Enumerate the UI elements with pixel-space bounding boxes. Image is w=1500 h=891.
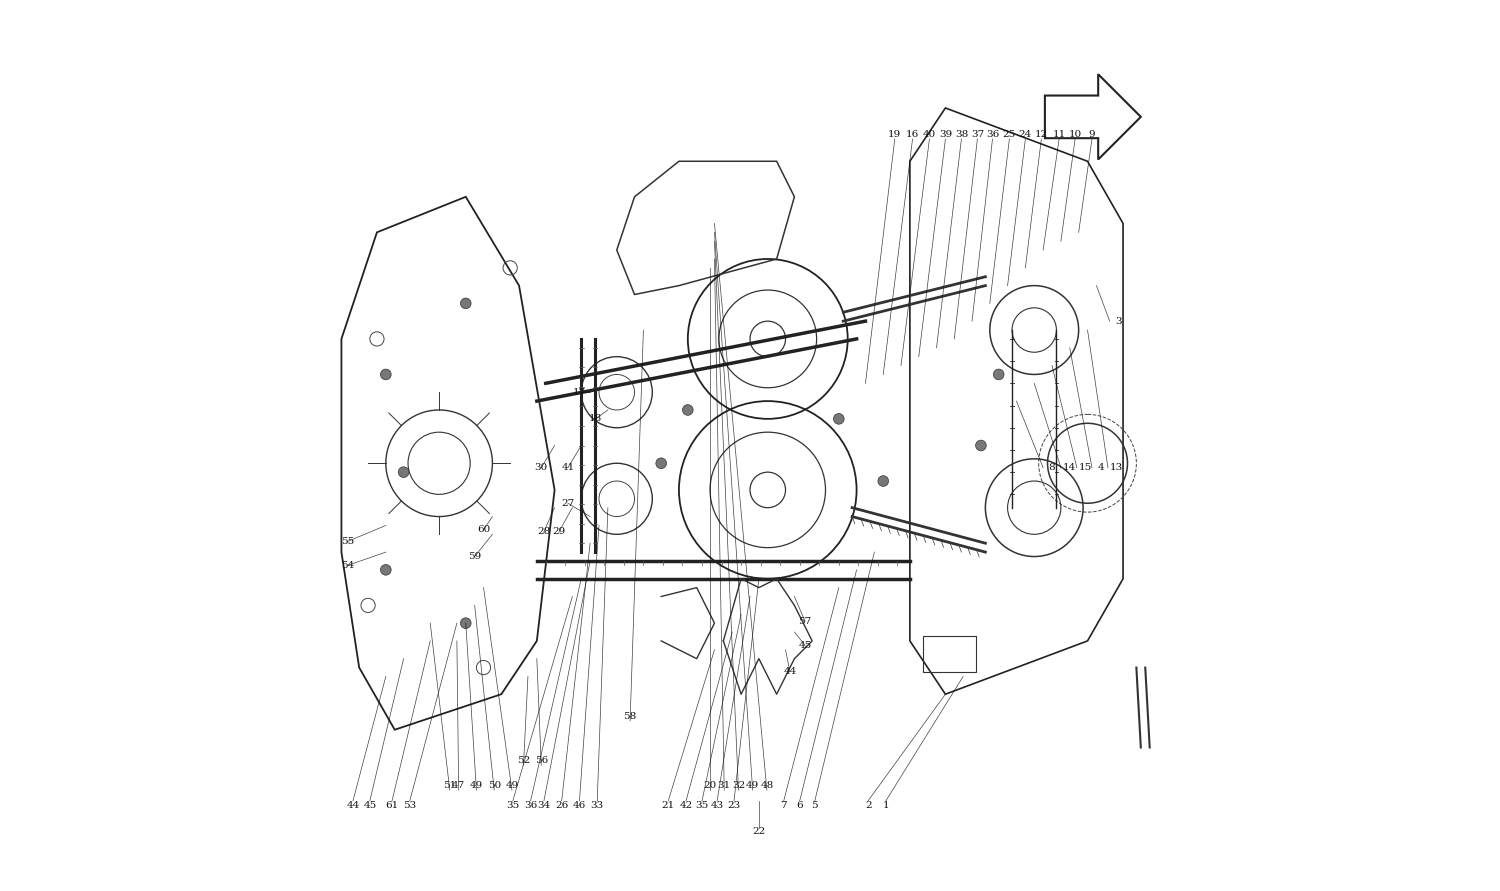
Text: 8: 8 [1048, 463, 1056, 472]
Circle shape [878, 476, 888, 486]
Text: 54: 54 [340, 561, 354, 570]
Text: 2: 2 [865, 801, 871, 810]
Text: 44: 44 [783, 667, 796, 676]
Text: 10: 10 [1068, 130, 1082, 139]
Text: 59: 59 [468, 552, 482, 561]
Text: 37: 37 [970, 130, 984, 139]
Text: 4: 4 [1098, 463, 1104, 472]
Text: 18: 18 [590, 414, 602, 423]
Text: 49: 49 [506, 781, 519, 790]
Text: 57: 57 [798, 617, 812, 625]
Text: 47: 47 [452, 781, 465, 790]
Text: 23: 23 [728, 801, 741, 810]
Text: 55: 55 [340, 537, 354, 546]
Text: 25: 25 [1002, 130, 1016, 139]
Text: 14: 14 [1064, 463, 1077, 472]
Circle shape [381, 565, 392, 576]
Text: 61: 61 [386, 801, 399, 810]
Text: 51: 51 [442, 781, 456, 790]
Text: 58: 58 [624, 712, 636, 721]
Text: 19: 19 [888, 130, 902, 139]
Text: 16: 16 [906, 130, 920, 139]
Text: 44: 44 [346, 801, 360, 810]
Text: 45: 45 [798, 641, 812, 650]
Text: 42: 42 [680, 801, 693, 810]
Text: 35: 35 [506, 801, 519, 810]
Circle shape [975, 440, 987, 451]
Circle shape [460, 298, 471, 308]
Text: 50: 50 [488, 781, 501, 790]
Text: 13: 13 [1110, 463, 1124, 472]
Text: 11: 11 [1053, 130, 1065, 139]
Text: 45: 45 [363, 801, 376, 810]
Text: 33: 33 [591, 801, 604, 810]
Text: 43: 43 [711, 801, 724, 810]
Text: 24: 24 [1019, 130, 1032, 139]
Text: 15: 15 [1078, 463, 1092, 472]
Text: 21: 21 [662, 801, 675, 810]
Circle shape [656, 458, 666, 469]
Text: 36: 36 [524, 801, 537, 810]
Text: 39: 39 [939, 130, 952, 139]
Text: 7: 7 [780, 801, 788, 810]
Text: 36: 36 [986, 130, 999, 139]
Text: 1: 1 [882, 801, 890, 810]
Circle shape [834, 413, 844, 424]
Text: 56: 56 [534, 756, 548, 765]
Text: 3: 3 [1116, 316, 1122, 325]
Text: 26: 26 [555, 801, 568, 810]
Text: 12: 12 [1035, 130, 1048, 139]
Text: 41: 41 [561, 463, 574, 472]
Text: 60: 60 [477, 526, 490, 535]
Text: 28: 28 [537, 527, 550, 536]
Circle shape [381, 369, 392, 380]
Text: 32: 32 [732, 781, 746, 790]
Text: 29: 29 [552, 527, 566, 536]
Text: 6: 6 [796, 801, 802, 810]
Text: 46: 46 [573, 801, 586, 810]
Text: 34: 34 [537, 801, 550, 810]
Text: 30: 30 [534, 463, 548, 472]
Text: 40: 40 [922, 130, 936, 139]
Text: 17: 17 [573, 388, 586, 396]
Circle shape [460, 617, 471, 628]
Text: 48: 48 [760, 781, 774, 790]
Text: 20: 20 [704, 781, 717, 790]
Text: 31: 31 [717, 781, 730, 790]
Text: 53: 53 [404, 801, 417, 810]
Text: 27: 27 [561, 499, 574, 508]
Text: 22: 22 [753, 828, 765, 837]
Text: 9: 9 [1089, 130, 1095, 139]
Text: 38: 38 [956, 130, 968, 139]
Text: 35: 35 [696, 801, 708, 810]
Text: 52: 52 [518, 756, 530, 765]
Circle shape [993, 369, 1004, 380]
Text: 49: 49 [470, 781, 483, 790]
Text: 49: 49 [746, 781, 759, 790]
Text: 5: 5 [812, 801, 818, 810]
Circle shape [399, 467, 410, 478]
Circle shape [682, 405, 693, 415]
